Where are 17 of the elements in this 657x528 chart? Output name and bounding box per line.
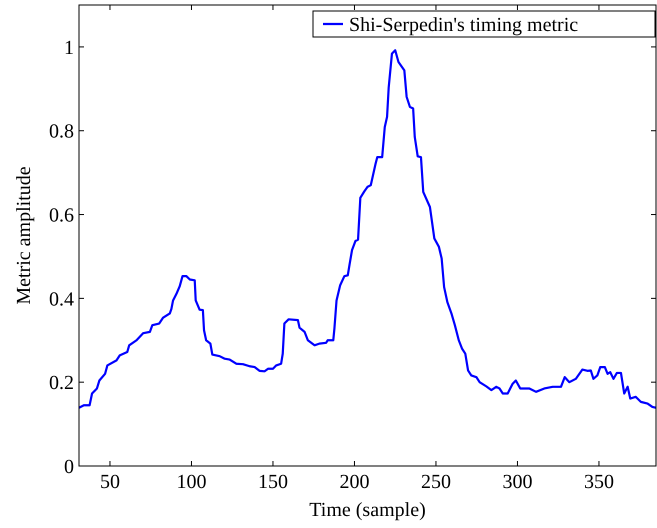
x-tick-label: 150 xyxy=(258,471,288,493)
y-tick-label: 0 xyxy=(64,456,74,478)
x-tick-label: 250 xyxy=(420,471,451,493)
y-tick-label: 0.4 xyxy=(49,288,74,310)
x-axis-title: Time (sample) xyxy=(309,499,426,521)
y-tick-label: 0.2 xyxy=(49,372,74,394)
y-axis-title: Metric amplitude xyxy=(13,166,35,305)
y-tick-label: 0.6 xyxy=(49,204,74,227)
y-tick-label: 1 xyxy=(64,36,74,59)
x-tick-label: 100 xyxy=(176,471,206,493)
x-tick-label: 300 xyxy=(502,471,532,493)
x-tick-label: 50 xyxy=(100,471,120,493)
x-tick-label: 200 xyxy=(339,471,370,493)
line-series xyxy=(79,49,656,409)
x-tick-label: 350 xyxy=(584,471,614,493)
y-tick-label: 0.8 xyxy=(49,120,74,143)
legend-label: Shi-Serpedin's timing metric xyxy=(349,14,578,36)
